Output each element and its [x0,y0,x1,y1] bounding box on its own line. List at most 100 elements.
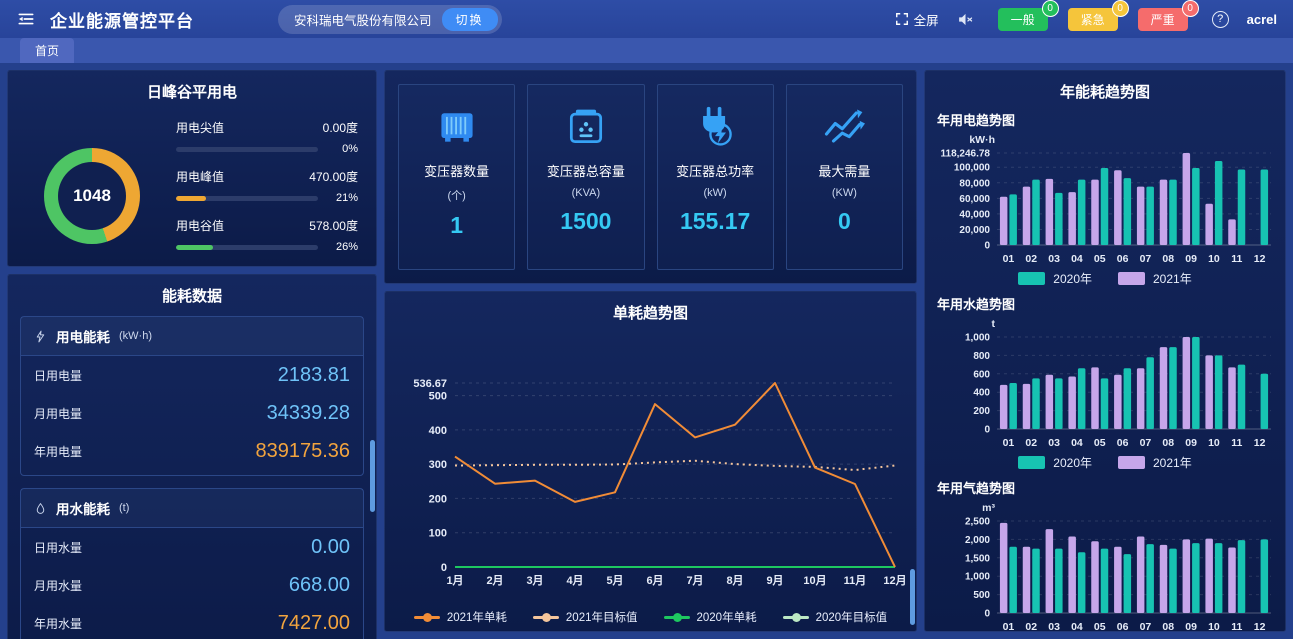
peak-row: 用电尖值 0.00度 0% [176,121,358,155]
svg-text:0: 0 [984,241,990,252]
svg-text:118,246.78: 118,246.78 [941,149,991,160]
transformer-capacity-icon [564,103,608,151]
svg-text:12: 12 [1254,437,1266,449]
legend-item[interactable]: 2020年 [1018,270,1092,287]
fullscreen-button[interactable]: 全屏 [895,10,939,29]
svg-text:08: 08 [1162,253,1174,265]
switch-company-button[interactable]: 切换 [441,7,498,31]
svg-text:12: 12 [1254,253,1266,265]
peak-row: 用电谷值 578.00度 26% [176,219,358,253]
svg-text:05: 05 [1094,437,1106,449]
bars-2021 [999,153,1236,245]
tab-home[interactable]: 首页 [20,38,75,63]
alarm-badge-severe: 0 [1181,0,1199,17]
dashboard: 日峰谷平用电 1048 用电尖值 0.00度 0% 用电峰值 470.00度 21% [0,63,1293,639]
transformer-power-icon [693,103,737,151]
energy-value: 839175.36 [255,440,350,462]
transformer-icon [434,103,480,151]
svg-text:01: 01 [1003,253,1015,265]
fullscreen-label: 全屏 [913,13,939,28]
scrollbar-thumb[interactable] [370,440,375,512]
stat-card-transformer-count: 变压器数量 (个) 1 [398,84,516,270]
legend-item[interactable]: 2020年目标值 [782,609,887,625]
svg-text:0: 0 [984,609,990,620]
electricity-trend-title: 年用电趋势图 [937,113,1016,128]
svg-text:04: 04 [1071,253,1083,265]
svg-text:10月: 10月 [803,574,826,587]
donut-total-value: 1048 [73,186,111,205]
legend-item[interactable]: 2021年目标值 [532,609,638,625]
legend-item[interactable]: 2021年单耗 [413,609,507,625]
legend-item[interactable]: 2020年 [1018,454,1092,471]
energy-data-title: 能耗数据 [161,288,222,305]
peak-valley-donut-chart: 1048 [44,148,140,244]
progress-track [176,195,318,201]
legend-item[interactable]: 2021年 [1118,454,1192,471]
help-icon[interactable]: ? [1211,10,1229,28]
svg-text:11: 11 [1231,253,1242,265]
unit-consumption-title: 单耗趋势图 [612,305,688,322]
svg-text:02: 02 [1025,437,1037,449]
series-2021年目标值 [454,459,895,471]
gas-trend-title: 年用气趋势图 [937,481,1016,496]
svg-text:09: 09 [1185,621,1197,633]
svg-text:11月: 11月 [843,574,866,587]
scrollbar-thumb[interactable] [910,569,915,625]
gas-trend-chart: m³ 0 500 1,000 1,500 2,000 2,500 01 02 03 04 05 06 07… [965,502,1271,633]
alarm-button-general[interactable]: 一般 0 [997,0,1059,31]
bars-2020 [1009,337,1269,429]
legend-item[interactable]: 2020年单耗 [663,609,757,625]
svg-text:800: 800 [973,351,990,362]
electricity-trend-chart: kW·h 0 20,000 40,000 60,000 80,000 100,000 118,… [941,134,1271,265]
svg-text:2,000: 2,000 [965,535,990,546]
bars-2020 [1009,539,1269,613]
electricity-consumption-section: 用电能耗 (kW·h) 日用电量 2183.81 月用电量 34339.28 年用电… [20,316,364,476]
svg-text:10: 10 [1208,437,1220,449]
energy-value: 2183.81 [277,364,350,386]
alarm-buttons: 一般 0 紧急 0 严重 0 [997,0,1199,31]
water-trend-title: 年用水趋势图 [937,297,1016,312]
svg-text:06: 06 [1117,437,1129,449]
svg-text:80,000: 80,000 [959,178,990,189]
svg-text:9月: 9月 [766,574,783,587]
svg-text:03: 03 [1048,621,1060,633]
bars-2021 [999,337,1236,429]
progress-track [176,244,318,250]
app-title: 企业能源管控平台 [50,11,194,31]
svg-text:03: 03 [1048,437,1060,449]
svg-text:08: 08 [1162,621,1174,633]
svg-text:02: 02 [1025,253,1037,265]
stat-value: 1 [450,212,464,238]
bars-2021 [999,522,1236,613]
svg-text:05: 05 [1094,253,1106,265]
line-chart-legend: 2021年单耗 2021年目标值 2020年单耗 2020年目标值 [385,609,916,625]
transformer-stats-panel: 变压器数量 (个) 1 变压器总容量 (KVA) 1500 变压器总功率 (kW… [384,70,917,284]
energy-row: 日用水量 0.00 [34,536,350,558]
username[interactable]: acrel [1246,11,1277,27]
svg-text:10: 10 [1208,621,1220,633]
svg-text:07: 07 [1140,621,1152,633]
svg-text:1月: 1月 [446,574,463,587]
legend-item[interactable]: 2021年 [1118,270,1192,287]
stat-value: 1500 [560,208,612,234]
collapse-menu-icon[interactable] [16,9,36,29]
svg-text:11: 11 [1231,621,1242,633]
svg-text:01: 01 [1003,437,1015,449]
alarm-button-severe[interactable]: 严重 0 [1137,0,1199,31]
stat-card-transformer-power: 变压器总功率 (kW) 155.17 [656,84,774,270]
series-2021年单耗 [453,382,896,568]
company-name: 安科瑞电气股份有限公司 [294,13,432,28]
progress-track [176,146,318,152]
progress-fill [176,244,213,250]
alarm-button-urgent[interactable]: 紧急 0 [1067,0,1129,31]
energy-row: 月用电量 34339.28 [34,402,350,424]
svg-text:500: 500 [428,391,446,403]
svg-text:06: 06 [1117,621,1129,633]
mute-icon[interactable] [957,11,974,28]
progress-fill [176,195,206,201]
svg-text:7月: 7月 [686,574,703,587]
water-legend: 2020年 2021年 [931,454,1279,471]
alarm-badge-general: 0 [1041,0,1059,17]
svg-text:10: 10 [1208,253,1220,265]
alarm-badge-urgent: 0 [1111,0,1129,17]
